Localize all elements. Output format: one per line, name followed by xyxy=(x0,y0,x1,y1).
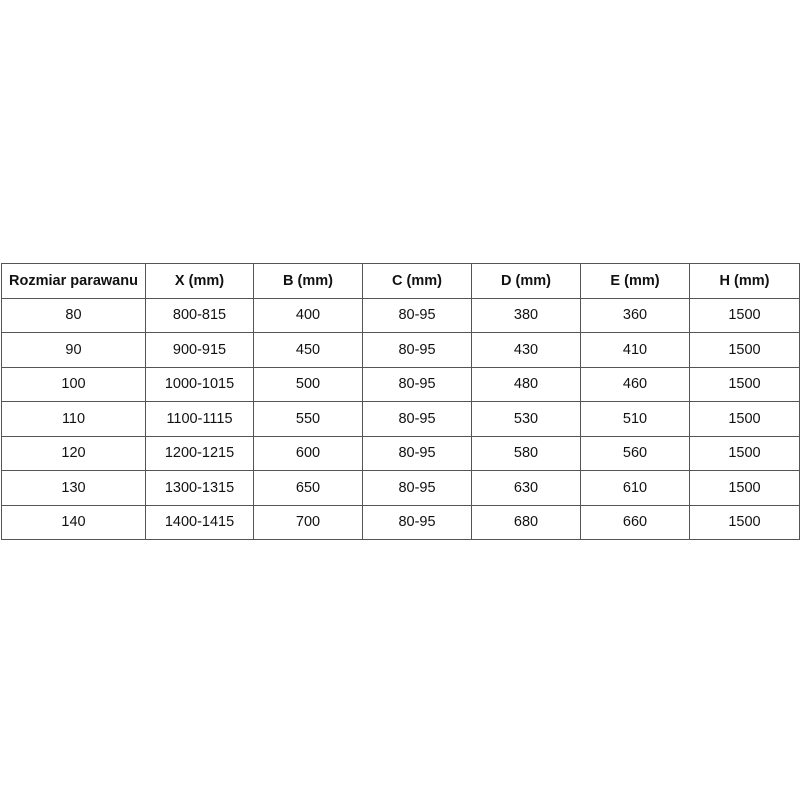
table-row: 80 800-815 400 80-95 380 360 1500 xyxy=(1,297,800,333)
column-header: H (mm) xyxy=(689,263,800,299)
table-cell: 500 xyxy=(253,366,363,402)
header-row: Rozmiar parawanu X (mm) B (mm) C (mm) D (mm)… xyxy=(1,263,800,299)
column-header: B (mm) xyxy=(253,263,363,299)
table-cell: 90 xyxy=(1,332,146,368)
table-cell: 610 xyxy=(580,470,690,506)
table-cell: 1500 xyxy=(689,332,800,368)
table-cell: 460 xyxy=(580,366,690,402)
table-cell: 120 xyxy=(1,435,146,471)
table-row: 130 1300-1315 650 80-95 630 610 1500 xyxy=(1,470,800,506)
table-cell: 1500 xyxy=(689,435,800,471)
table-cell: 410 xyxy=(580,332,690,368)
table-cell: 1500 xyxy=(689,297,800,333)
table-row: 140 1400-1415 700 80-95 680 660 1500 xyxy=(1,504,800,540)
table-cell: 580 xyxy=(471,435,581,471)
column-header: E (mm) xyxy=(580,263,690,299)
table-cell: 1300-1315 xyxy=(145,470,254,506)
table-cell: 700 xyxy=(253,504,363,540)
table-cell: 1000-1015 xyxy=(145,366,254,402)
column-header: C (mm) xyxy=(362,263,472,299)
table-cell: 560 xyxy=(580,435,690,471)
column-header: D (mm) xyxy=(471,263,581,299)
table-cell: 80-95 xyxy=(362,504,472,540)
table-cell: 600 xyxy=(253,435,363,471)
dimensions-table: Rozmiar parawanu X (mm) B (mm) C (mm) D (mm)… xyxy=(1,263,800,540)
table-cell: 480 xyxy=(471,366,581,402)
table-cell: 680 xyxy=(471,504,581,540)
table-cell: 80-95 xyxy=(362,470,472,506)
table-cell: 430 xyxy=(471,332,581,368)
table-cell: 80-95 xyxy=(362,435,472,471)
table-cell: 1100-1115 xyxy=(145,401,254,437)
table-cell: 80-95 xyxy=(362,332,472,368)
column-header: Rozmiar parawanu xyxy=(1,263,146,299)
table-row: 120 1200-1215 600 80-95 580 560 1500 xyxy=(1,435,800,471)
table-cell: 80 xyxy=(1,297,146,333)
table-cell: 380 xyxy=(471,297,581,333)
table-cell: 1500 xyxy=(689,366,800,402)
table-cell: 630 xyxy=(471,470,581,506)
table-cell: 660 xyxy=(580,504,690,540)
table-cell: 1500 xyxy=(689,504,800,540)
table-cell: 550 xyxy=(253,401,363,437)
table-cell: 1500 xyxy=(689,401,800,437)
table-cell: 80-95 xyxy=(362,297,472,333)
table-row: 90 900-915 450 80-95 430 410 1500 xyxy=(1,332,800,368)
column-header: X (mm) xyxy=(145,263,254,299)
table-cell: 140 xyxy=(1,504,146,540)
table-cell: 360 xyxy=(580,297,690,333)
table-cell: 100 xyxy=(1,366,146,402)
table-cell: 80-95 xyxy=(362,366,472,402)
table-cell: 80-95 xyxy=(362,401,472,437)
table-row: 100 1000-1015 500 80-95 480 460 1500 xyxy=(1,366,800,402)
table-cell: 800-815 xyxy=(145,297,254,333)
table-row: 110 1100-1115 550 80-95 530 510 1500 xyxy=(1,401,800,437)
table-cell: 130 xyxy=(1,470,146,506)
table-cell: 510 xyxy=(580,401,690,437)
table-cell: 650 xyxy=(253,470,363,506)
table-cell: 900-915 xyxy=(145,332,254,368)
table-cell: 110 xyxy=(1,401,146,437)
table-cell: 1500 xyxy=(689,470,800,506)
table-cell: 1400-1415 xyxy=(145,504,254,540)
table-cell: 530 xyxy=(471,401,581,437)
table-cell: 1200-1215 xyxy=(145,435,254,471)
table-cell: 400 xyxy=(253,297,363,333)
table-cell: 450 xyxy=(253,332,363,368)
